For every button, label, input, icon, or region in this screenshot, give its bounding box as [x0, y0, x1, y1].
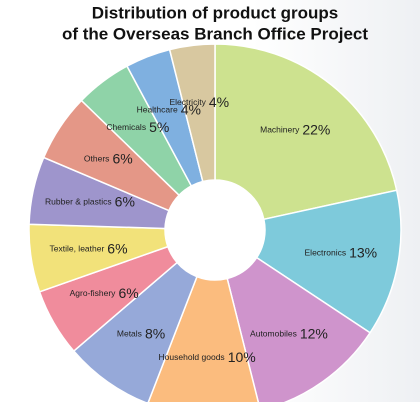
category-name: Electronics [305, 248, 347, 258]
category-name: Automobiles [250, 329, 297, 339]
slice-label: Healthcare 4% [137, 101, 201, 117]
chart-title: of the Overseas Branch Office Project [62, 24, 368, 43]
value-label: 6% [118, 285, 138, 301]
category-name: Textile, leather [49, 244, 104, 254]
category-name: Agro-fishery [70, 288, 117, 298]
category-name: Chemicals [106, 122, 146, 132]
value-label: 6% [112, 150, 132, 166]
value-label: 6% [115, 193, 135, 209]
slice-label: Household goods 10% [159, 348, 256, 364]
category-name: Household goods [159, 352, 225, 362]
slice-label: Metals 8% [117, 325, 165, 341]
slice-label: Electronics 13% [305, 244, 378, 260]
value-label: 6% [107, 240, 127, 256]
category-name: Electricity [169, 97, 206, 107]
donut [28, 43, 402, 402]
value-label: 22% [302, 121, 330, 137]
slice-label: Textile, leather 6% [49, 240, 127, 256]
slice-label: Rubber & plastics 6% [45, 193, 135, 209]
category-name: Metals [117, 329, 142, 339]
value-label: 12% [300, 325, 328, 341]
category-name: Healthcare [137, 105, 178, 115]
chart-title: Distribution of product groups [92, 3, 338, 22]
value-label: 4% [209, 94, 229, 110]
slice-label: Chemicals 5% [106, 119, 169, 135]
category-name: Machinery [260, 125, 300, 135]
slice-label: Machinery 22% [260, 121, 330, 137]
slice-label: Others 6% [84, 150, 133, 166]
labels: Machinery 22% Electronics 13% Automobiles 12%… [45, 94, 377, 365]
value-label: 13% [349, 244, 377, 260]
donut-hole [165, 180, 265, 280]
category-name: Rubber & plastics [45, 197, 112, 207]
category-name: Others [84, 154, 110, 164]
value-label: 4% [181, 101, 201, 117]
slice-label: Electricity 4% [169, 94, 229, 110]
value-label: 5% [149, 119, 169, 135]
value-label: 8% [145, 325, 165, 341]
value-label: 10% [228, 348, 256, 364]
slice-label: Agro-fishery 6% [70, 285, 139, 301]
slice-label: Automobiles 12% [250, 325, 328, 341]
